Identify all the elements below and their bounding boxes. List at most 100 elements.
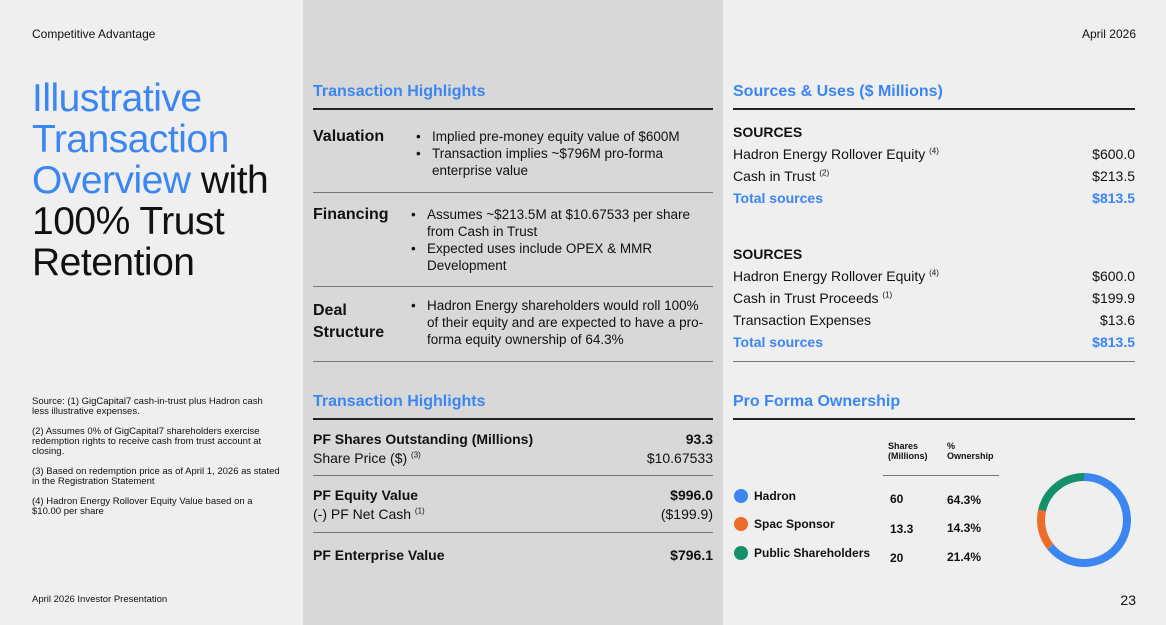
owner-name: Spac Sponsor xyxy=(754,517,835,531)
highlight-label: Financing xyxy=(313,206,389,223)
row-label: Total sources xyxy=(733,334,823,350)
ownership-donut xyxy=(1037,473,1131,567)
bullet: Expected uses include OPEX & MMR Develop… xyxy=(411,240,701,274)
row-value: $813.5 xyxy=(1092,190,1135,206)
row-value: $600.0 xyxy=(1092,268,1135,284)
row-label: Cash in Trust Proceeds xyxy=(733,290,879,306)
pf-row: PF Shares Outstanding (Millions) 93.3 xyxy=(313,431,713,447)
divider xyxy=(313,286,713,287)
source-row: Cash in Trust (2) $213.5 xyxy=(733,168,1135,184)
footnote: (3) Based on redemption price as of Apri… xyxy=(32,466,280,487)
divider xyxy=(313,108,713,110)
legend-swatch xyxy=(734,517,748,531)
donut-slice-spac-sponsor xyxy=(1037,509,1054,550)
divider xyxy=(733,418,1135,420)
sources-uses-heading: Sources & Uses ($ Millions) xyxy=(733,83,943,100)
row-label: (-) PF Net Cash xyxy=(313,506,412,522)
bullet: Implied pre-money equity value of $600M xyxy=(416,128,706,145)
section-label: Competitive Advantage xyxy=(32,27,156,41)
row-value: ($199.9) xyxy=(660,506,713,522)
highlight-label: Valuation xyxy=(313,128,385,145)
footnote: Source: (1) GigCapital7 cash-in-trust pl… xyxy=(32,396,263,417)
source-row: Hadron Energy Rollover Equity (4) $600.0 xyxy=(733,268,1135,284)
source-row: Transaction Expenses $13.6 xyxy=(733,312,1135,328)
footnote-ref: (1) xyxy=(414,506,425,516)
footnote-ref: (2) xyxy=(819,168,830,178)
footnote-ref: (1) xyxy=(882,290,893,300)
legend-row: Spac Sponsor xyxy=(734,517,835,536)
owner-shares: 20 xyxy=(890,551,904,565)
title-line: Transaction xyxy=(32,118,229,161)
shares-block: PF Shares Outstanding (Millions) 93.3 Sha… xyxy=(313,431,713,466)
footnote-ref: (3) xyxy=(411,450,421,460)
row-label: PF Shares Outstanding (Millions) xyxy=(313,431,534,447)
divider xyxy=(313,361,713,362)
row-value: $10.67533 xyxy=(646,450,713,466)
highlights2-heading: Transaction Highlights xyxy=(313,393,486,410)
owner-pct: 14.3% xyxy=(947,521,982,535)
uses-block: SOURCES Hadron Energy Rollover Equity (4… xyxy=(733,246,1135,350)
donut-slice-public-shareholders xyxy=(1038,473,1085,512)
highlight-deal-structure: Deal Structure Hadron Energy shareholder… xyxy=(313,297,713,348)
total-row: Total sources $813.5 xyxy=(733,334,1135,350)
pf-row: PF Equity Value $996.0 xyxy=(313,487,713,503)
row-value: $996.0 xyxy=(670,487,713,503)
highlight-financing: Financing Assumes ~$213.5M at $10.67533 … xyxy=(313,206,713,274)
row-label: PF Equity Value xyxy=(313,487,419,503)
source-row: Hadron Energy Rollover Equity (4) $600.0 xyxy=(733,146,1135,162)
owner-pct: 21.4% xyxy=(947,550,982,564)
divider xyxy=(313,192,713,193)
sources-block: SOURCES Hadron Energy Rollover Equity (4… xyxy=(733,124,1135,206)
title-line: Overview xyxy=(32,159,191,202)
row-label: Share Price ($) xyxy=(313,450,408,466)
source-row: Cash in Trust Proceeds (1) $199.9 xyxy=(733,290,1135,306)
row-value: $796.1 xyxy=(670,547,713,563)
title-line: Retention xyxy=(32,241,195,284)
row-value: $13.6 xyxy=(1099,312,1135,328)
row-value: $600.0 xyxy=(1092,146,1135,162)
col-ownership: % Ownership xyxy=(947,441,994,461)
row-label: Transaction Expenses xyxy=(733,312,871,328)
pf-row: Share Price ($) (3) $10.67533 xyxy=(313,450,713,466)
title-line: 100% Trust xyxy=(32,200,225,243)
header-date: April 2026 xyxy=(1081,27,1136,41)
owner-pct: 64.3% xyxy=(947,493,982,507)
legend-swatch xyxy=(734,546,748,560)
highlight-label: Deal Structure xyxy=(313,302,385,341)
divider xyxy=(733,108,1135,110)
pf-row: PF Enterprise Value $796.1 xyxy=(313,547,713,563)
row-value: $199.9 xyxy=(1092,290,1135,306)
owner-shares: 13.3 xyxy=(890,522,914,536)
row-label: Hadron Energy Rollover Equity xyxy=(733,268,926,284)
page-number: 23 xyxy=(1120,592,1136,608)
divider xyxy=(313,532,713,533)
row-value: 93.3 xyxy=(685,431,713,447)
title-line: Illustrative xyxy=(32,77,202,120)
row-label: Hadron Energy Rollover Equity xyxy=(733,146,926,162)
page-title: Illustrative Transaction Overview with 1… xyxy=(32,77,269,284)
pf-row: (-) PF Net Cash (1) ($199.9) xyxy=(313,506,713,522)
legend-row: Hadron xyxy=(734,489,796,508)
divider xyxy=(883,475,999,476)
block-title: SOURCES xyxy=(733,246,803,262)
col-shares: Shares (Millions) xyxy=(888,441,928,461)
bullet: Hadron Energy shareholders would roll 10… xyxy=(411,297,711,348)
divider xyxy=(313,418,713,420)
divider xyxy=(313,475,713,476)
footnote-ref: (4) xyxy=(929,268,939,278)
title-line: with xyxy=(190,159,269,202)
equity-block: PF Equity Value $996.0 (-) PF Net Cash (1… xyxy=(313,487,713,522)
ownership-heading: Pro Forma Ownership xyxy=(733,393,901,410)
row-value: $213.5 xyxy=(1092,168,1135,184)
footnotes: Source: (1) GigCapital7 cash-in-trust pl… xyxy=(32,397,282,517)
row-label: Total sources xyxy=(733,190,823,206)
donut-slice-hadron xyxy=(1047,473,1131,567)
total-row: Total sources $813.5 xyxy=(733,190,1135,206)
owner-shares: 60 xyxy=(890,492,904,506)
row-label: Cash in Trust xyxy=(733,168,816,184)
row-label: PF Enterprise Value xyxy=(313,547,445,563)
legend-swatch xyxy=(734,489,748,503)
highlight-valuation: Valuation Implied pre-money equity value… xyxy=(313,128,713,179)
owner-name: Hadron xyxy=(754,489,796,503)
bullet: Transaction implies ~$796M pro-forma ent… xyxy=(416,145,706,179)
